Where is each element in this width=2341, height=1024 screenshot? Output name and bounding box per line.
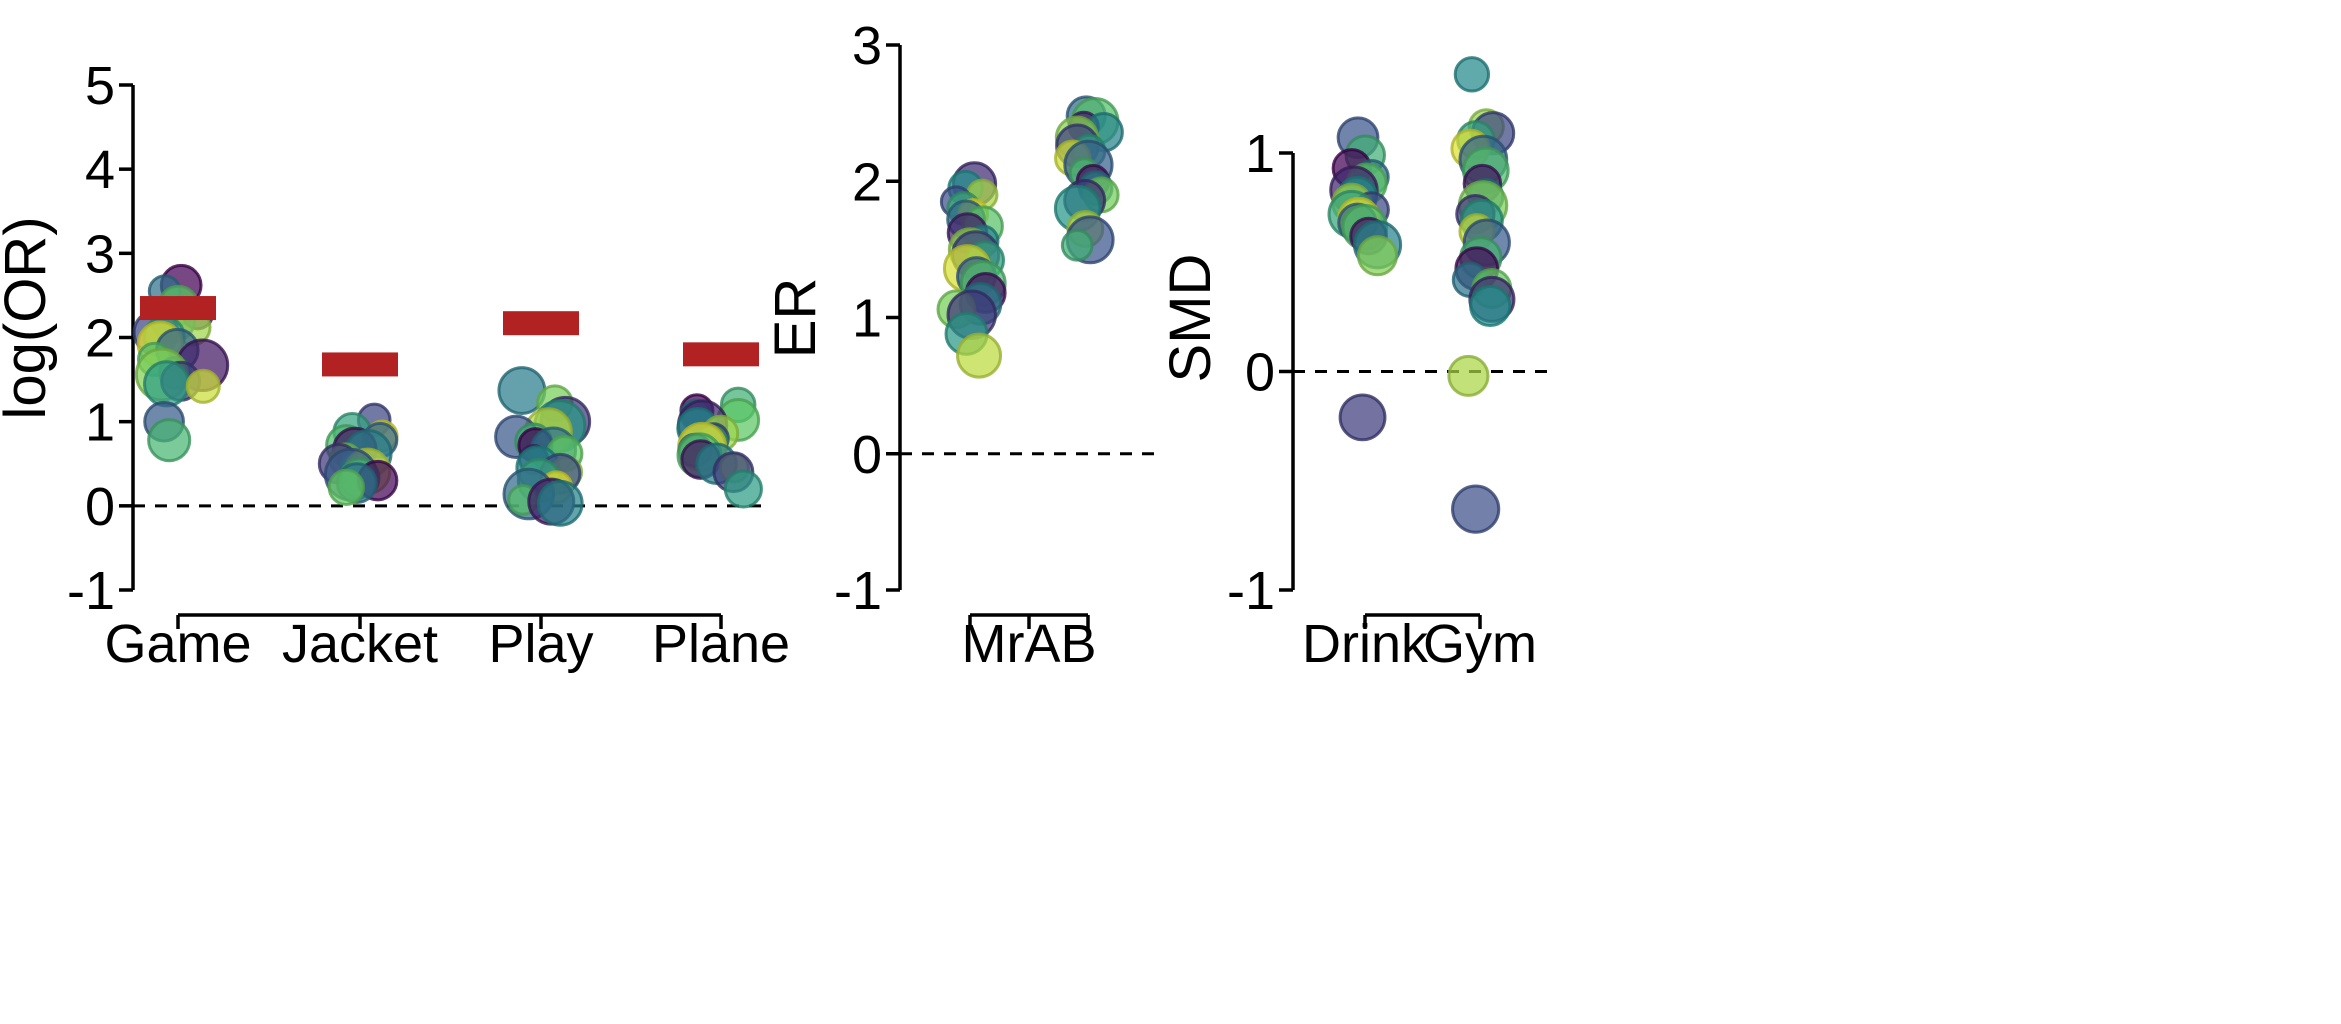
y-tick-label: 3 [85, 224, 115, 284]
y-axis-title: log(OR) [0, 216, 58, 419]
x-tick-label: Drink [1302, 614, 1429, 674]
y-tick-label: 5 [85, 56, 115, 116]
y-tick-label: 1 [1245, 124, 1275, 184]
y-tick-label: 4 [85, 140, 115, 200]
x-tick-label: MrAB [962, 614, 1097, 674]
reference-bar [140, 296, 216, 321]
data-point [956, 332, 1003, 379]
y-tick-label: 3 [852, 16, 882, 76]
y-axis-title: ER [763, 278, 828, 359]
y-tick-label: -1 [834, 561, 882, 621]
data-point [327, 468, 365, 506]
x-tick-label: Jacket [282, 614, 438, 674]
data-point [1338, 393, 1387, 442]
data-point [536, 479, 584, 527]
y-tick-label: 2 [85, 309, 115, 369]
x-tick-label: Game [104, 614, 251, 674]
data-point [185, 368, 221, 404]
y-tick-label: -1 [1227, 561, 1275, 621]
data-point [1356, 235, 1399, 277]
data-point [1060, 228, 1094, 262]
y-tick-label: 0 [85, 477, 115, 537]
y-tick-label: 1 [85, 393, 115, 453]
data-point [1447, 354, 1490, 397]
panel-1: -1 0 1 2 3 4 5 log(OR) Game Jacket Play Plane [0, 56, 790, 674]
reference-bar [503, 311, 579, 336]
data-point [143, 360, 191, 408]
data-point [1453, 56, 1491, 93]
y-tick-label: 2 [852, 152, 882, 212]
x-tick-label: Play [488, 614, 593, 674]
y-tick-label: 1 [852, 289, 882, 349]
y-axis-title: SMD [1158, 254, 1223, 383]
data-point [1451, 484, 1501, 534]
data-point [723, 469, 763, 509]
y-tick-label: 0 [852, 425, 882, 485]
reference-bar [322, 352, 398, 377]
panel-2: -1 0 1 2 3 ER MrAB [763, 16, 1160, 674]
reference-bar [683, 342, 759, 367]
data-point [147, 418, 192, 463]
x-tick-label: Plane [652, 614, 790, 674]
data-point [1469, 284, 1512, 328]
x-tick-label: Gym [1423, 614, 1537, 674]
y-tick-label: -1 [67, 561, 115, 621]
y-tick-label: 0 [1245, 343, 1275, 403]
